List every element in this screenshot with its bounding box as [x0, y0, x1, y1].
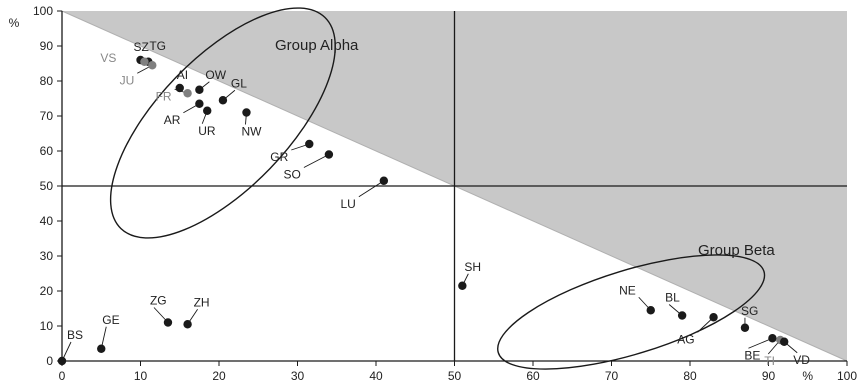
group-ellipse [497, 254, 766, 370]
x-tick-label: 10 [134, 369, 148, 383]
y-tick-label: 0 [46, 354, 53, 368]
point-label: SZ [134, 40, 149, 54]
y-tick-label: 50 [40, 179, 54, 193]
x-unit-label: % [802, 369, 813, 383]
y-tick-label: 20 [40, 284, 54, 298]
data-point [183, 89, 192, 98]
point-label: TG [149, 39, 166, 53]
group-ellipse [109, 7, 336, 239]
point-label: LU [341, 197, 356, 211]
data-point [780, 337, 789, 346]
point-label: AR [164, 113, 181, 127]
x-tick-label: 80 [683, 369, 697, 383]
point-label: BS [67, 328, 83, 342]
x-tick-label: 50 [448, 369, 462, 383]
data-point [175, 83, 184, 93]
labels-layer: Group Alpha Group Beta SZ TG VS JU AI FR OW GL AR U… [67, 37, 810, 368]
x-tick-label: 70 [605, 369, 619, 383]
y-tick-label: 30 [40, 249, 54, 263]
x-tick-label: 40 [369, 369, 383, 383]
data-point [677, 311, 687, 320]
point-label: UR [198, 124, 216, 138]
point-label: GE [102, 313, 119, 327]
point-label: OW [205, 68, 226, 82]
point-label: FR [156, 89, 172, 103]
point-label: SH [464, 260, 481, 274]
data-point [740, 323, 750, 332]
group-label: Group Beta [698, 242, 775, 259]
data-point [458, 281, 467, 290]
y-tick-label: 60 [40, 144, 54, 158]
y-tick-label: 80 [40, 74, 54, 88]
data-point [57, 356, 67, 366]
data-point [768, 334, 777, 343]
y-tick-label: 100 [33, 4, 53, 18]
point-label: ZH [194, 295, 210, 309]
data-point [379, 176, 389, 185]
data-point [163, 318, 173, 327]
y-tick-label: 90 [40, 39, 54, 53]
y-unit-label: % [9, 16, 20, 30]
point-label: GR [270, 150, 288, 164]
x-tick-label: 0 [59, 369, 66, 383]
data-point [97, 344, 106, 353]
point-label: SO [284, 168, 301, 182]
x-tick-label: 60 [526, 369, 540, 383]
y-tick-label: 70 [40, 109, 54, 123]
leader-line [748, 337, 773, 349]
data-point [218, 96, 228, 105]
data-point [183, 320, 192, 329]
data-point [305, 139, 314, 149]
x-tick-label: 90 [762, 369, 776, 383]
point-label: VD [793, 353, 810, 367]
point-label: TI [764, 354, 775, 368]
leader-line [303, 154, 330, 168]
data-point [324, 150, 334, 159]
data-point [148, 61, 157, 70]
data-point [140, 57, 149, 66]
data-point [195, 99, 204, 108]
leader-line [358, 180, 385, 198]
points-layer [57, 55, 789, 366]
group-label: Group Alpha [275, 37, 359, 54]
point-label: ZG [150, 294, 167, 308]
point-label: AG [677, 332, 694, 346]
data-point [242, 108, 251, 117]
axes-layer: 0 10 20 30 40 50 60 70 80 90 100 0 10 20 30 40 50 60 70 80 9… [9, 4, 858, 383]
point-label: SG [741, 304, 758, 318]
point-label: BE [744, 348, 760, 362]
point-label: GL [231, 76, 247, 90]
y-tick-label: 40 [40, 214, 54, 228]
x-tick-label: 20 [212, 369, 226, 383]
point-label: NW [241, 125, 262, 139]
point-label: NE [619, 283, 636, 297]
data-point [646, 306, 655, 315]
point-label: BL [665, 291, 680, 305]
point-label: AI [177, 68, 188, 82]
data-point [709, 313, 718, 322]
x-tick-label: 30 [291, 369, 305, 383]
point-label: JU [120, 73, 135, 87]
y-tick-label: 10 [40, 319, 54, 333]
group-ellipses-layer [109, 7, 766, 370]
point-label: VS [100, 51, 116, 65]
reference-lines-layer [62, 11, 847, 361]
data-point [195, 85, 204, 94]
x-tick-label: 100 [837, 369, 857, 383]
data-point [203, 106, 212, 115]
